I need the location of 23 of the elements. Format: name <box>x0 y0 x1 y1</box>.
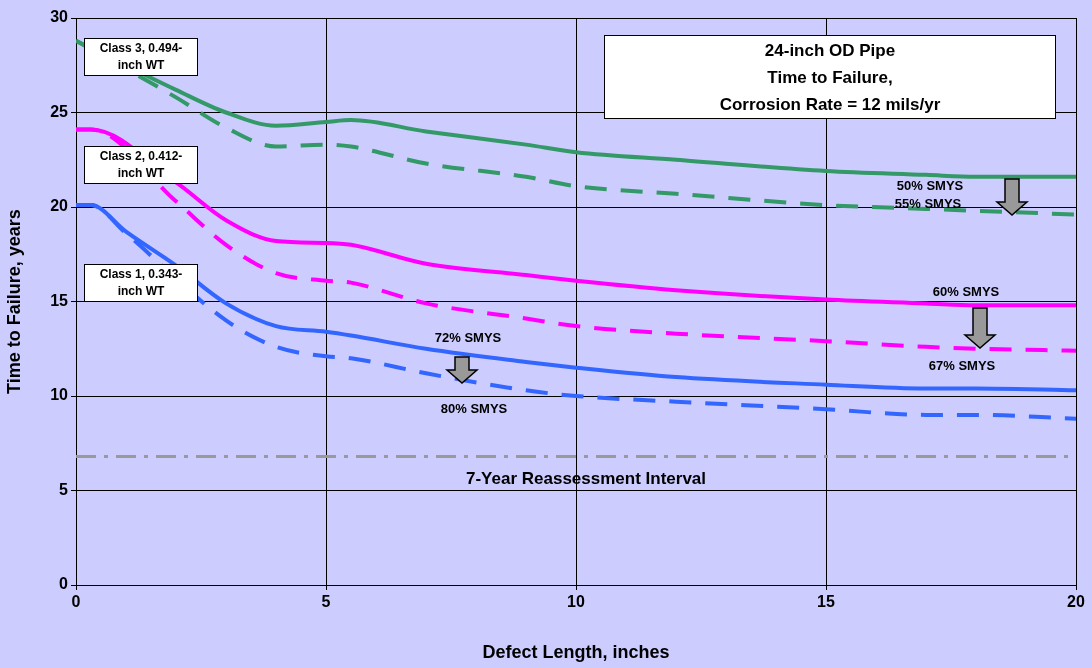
x-tick-label: 10 <box>567 593 585 611</box>
x-tick-label: 15 <box>817 593 835 611</box>
series-label: 60% SMYS <box>932 283 1000 299</box>
text-box: Class 1, 0.343-inch WT <box>84 264 198 302</box>
y-tick-label: 30 <box>50 8 69 26</box>
y-tick-label: 5 <box>59 480 69 498</box>
series-label: 72% SMYS <box>434 329 502 345</box>
series-label: 67% SMYS <box>928 357 996 373</box>
y-tick-label: 25 <box>50 102 69 120</box>
text-box: Class 2, 0.412-inch WT <box>84 146 198 184</box>
x-tick-label: 5 <box>321 593 331 611</box>
series-label: 50% SMYS <box>896 177 964 193</box>
text-box: Class 3, 0.494-inch WT <box>84 38 198 76</box>
y-axis-title: Time to Failure, years <box>3 209 24 394</box>
x-tick-label: 20 <box>1067 593 1085 611</box>
y-tick-label: 20 <box>50 197 69 215</box>
series-label: 80% SMYS <box>440 400 508 416</box>
y-tick-label: 15 <box>50 291 69 309</box>
text-box: 24-inch OD Pipe Time to Failure, Corrosion Rate = 12 mils/yr <box>604 35 1056 119</box>
x-tick-label: 0 <box>71 593 81 611</box>
y-tick-label: 10 <box>50 386 69 404</box>
x-axis-title: Defect Length, inches <box>482 642 670 663</box>
y-tick-label: 0 <box>59 575 69 593</box>
